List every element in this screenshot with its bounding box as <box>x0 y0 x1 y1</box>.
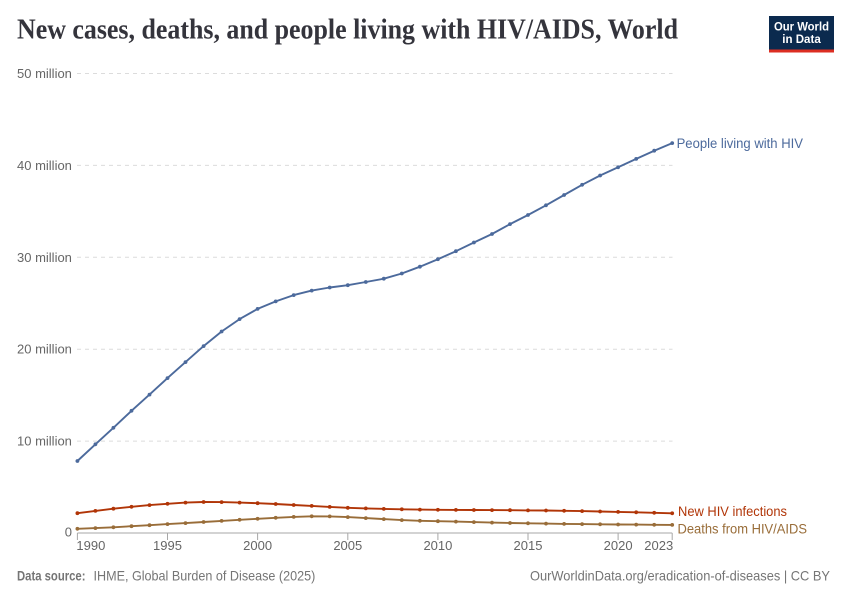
svg-text:New cases, deaths, and people: New cases, deaths, and people living wit… <box>17 15 678 46</box>
svg-text:1995: 1995 <box>153 538 182 553</box>
svg-text:IHME, Global Burden of Disease: IHME, Global Burden of Disease (2025) <box>94 569 316 584</box>
svg-text:2020: 2020 <box>604 538 633 553</box>
svg-text:2005: 2005 <box>333 538 362 553</box>
svg-text:2023: 2023 <box>644 538 673 553</box>
svg-text:Data source:: Data source: <box>17 569 86 584</box>
svg-text:20 million: 20 million <box>17 342 72 357</box>
svg-text:OurWorldinData.org/eradication: OurWorldinData.org/eradication-of-diseas… <box>530 569 830 584</box>
svg-text:Our World: Our World <box>774 20 829 34</box>
svg-text:People living with HIV: People living with HIV <box>677 136 804 152</box>
svg-text:2015: 2015 <box>514 538 543 553</box>
svg-text:2010: 2010 <box>423 538 452 553</box>
svg-text:30 million: 30 million <box>17 250 72 265</box>
svg-text:2000: 2000 <box>243 538 272 553</box>
svg-text:0: 0 <box>65 525 72 540</box>
svg-text:New HIV infections: New HIV infections <box>678 503 787 519</box>
svg-text:Deaths from HIV/AIDS: Deaths from HIV/AIDS <box>678 521 808 537</box>
svg-text:50 million: 50 million <box>17 66 72 81</box>
svg-text:in Data: in Data <box>782 32 821 46</box>
svg-text:1990: 1990 <box>76 538 105 553</box>
svg-text:40 million: 40 million <box>17 158 72 173</box>
svg-text:10 million: 10 million <box>17 434 72 449</box>
